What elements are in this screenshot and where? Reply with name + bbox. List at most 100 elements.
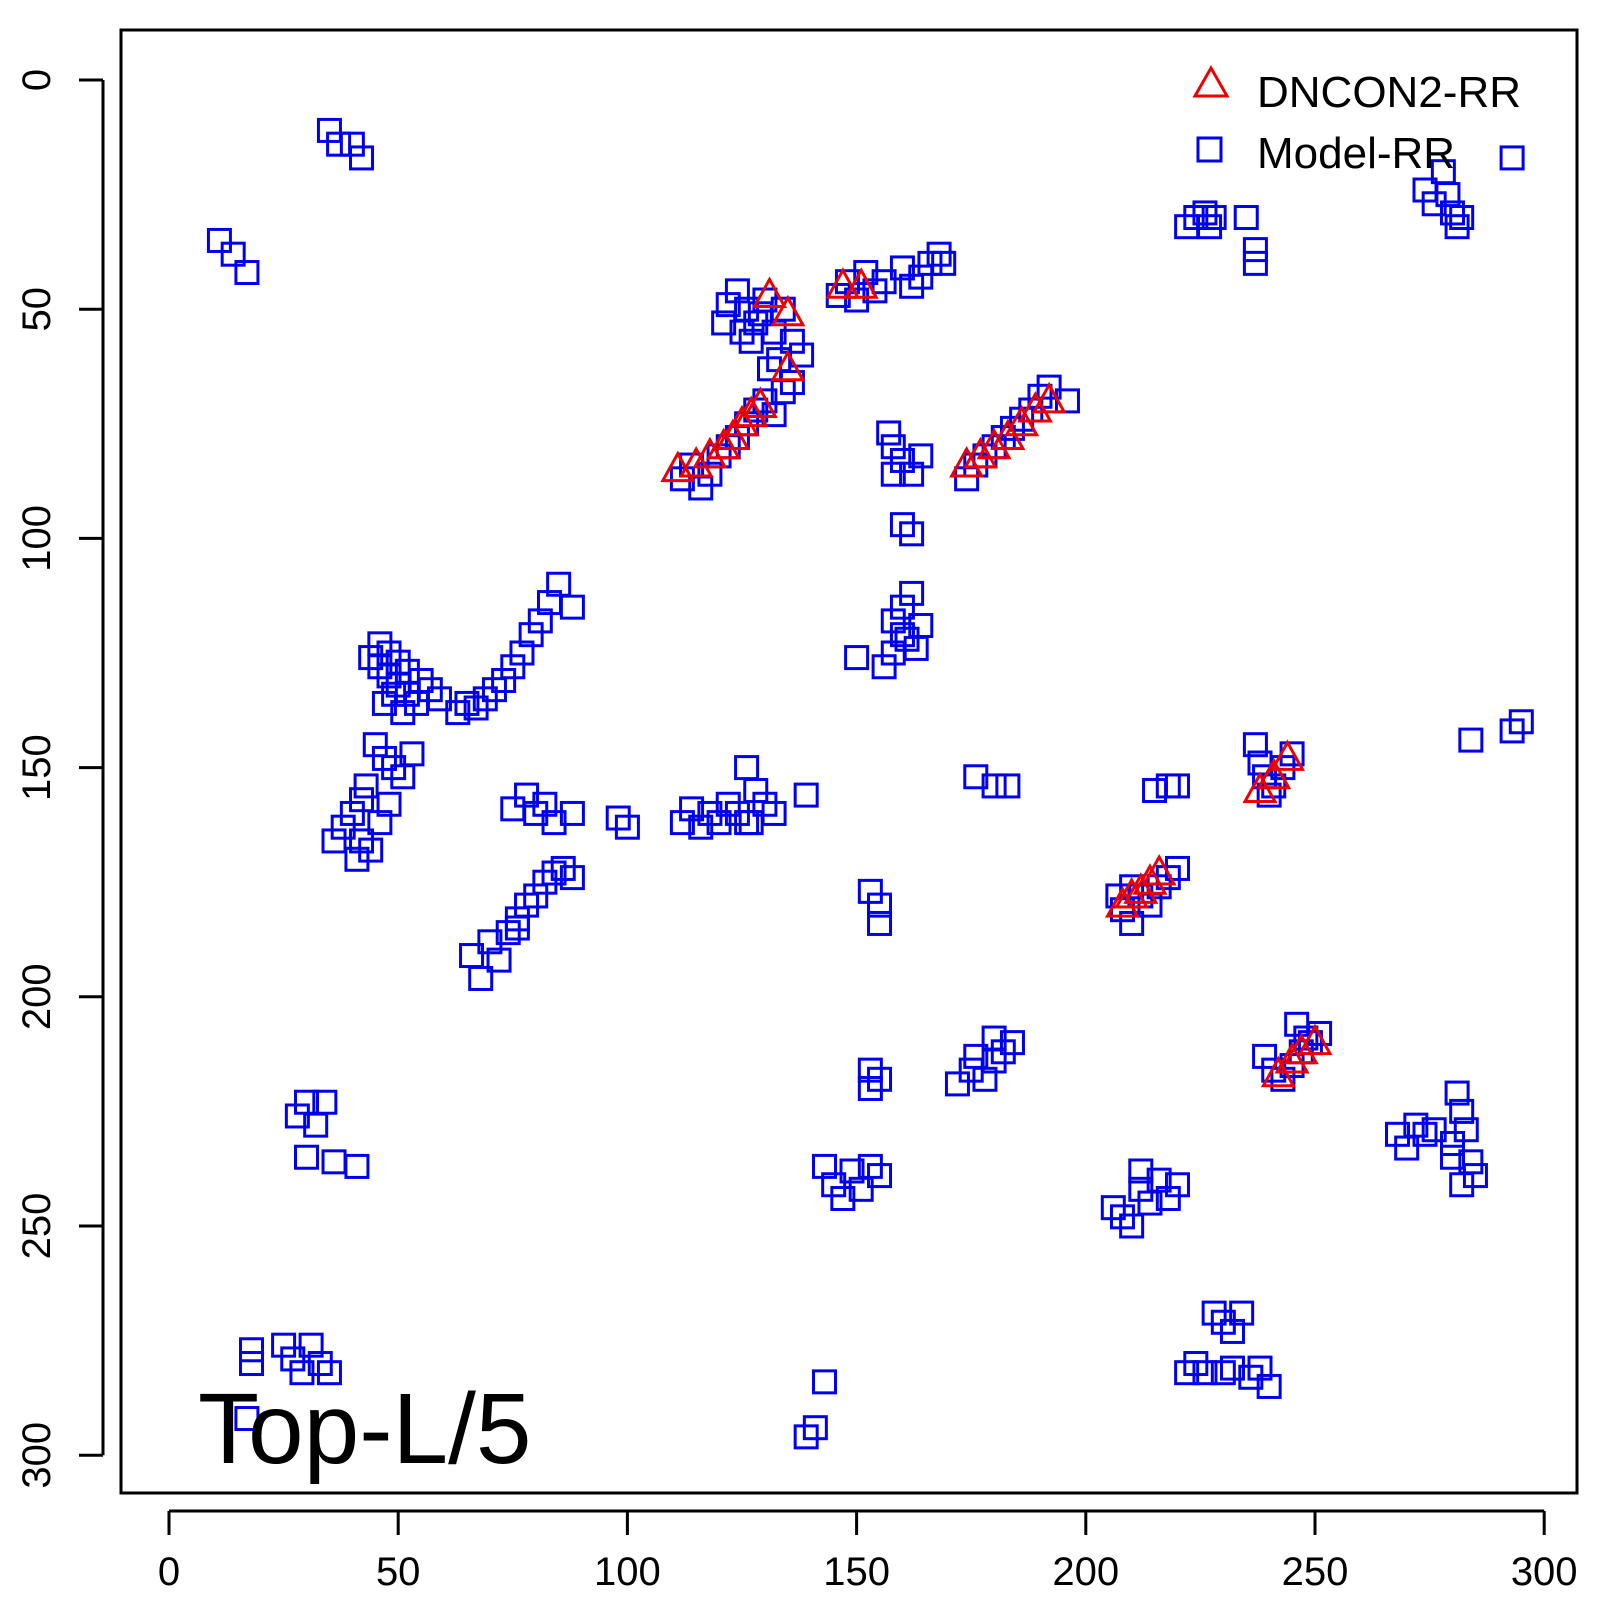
point-model-rr [541, 860, 567, 886]
point-model-rr [857, 878, 883, 904]
point-model-rr [963, 1043, 989, 1069]
point-model-rr [779, 370, 805, 396]
point-model-rr [862, 278, 888, 304]
point-model-rr [358, 837, 384, 863]
point-model-rr [289, 1360, 315, 1386]
x-tick-label: 100 [594, 1550, 661, 1594]
point-model-rr [1229, 1300, 1255, 1326]
point-model-rr [761, 800, 787, 826]
point-model-rr [926, 241, 952, 267]
axes: 0 50 100 150 200 250 300 0 50 100 150 200 250 300 [15, 69, 1578, 1594]
point-model-rr [889, 447, 915, 473]
point-model-rr [546, 571, 572, 597]
point-model-rr [697, 461, 723, 487]
point-dncon2-rr [976, 427, 1012, 460]
point-model-rr [844, 287, 870, 313]
point-dncon2-rr [742, 386, 778, 418]
point-model-rr [1164, 773, 1190, 799]
point-model-rr [1293, 1025, 1319, 1051]
point-model-rr [867, 892, 893, 918]
point-model-rr [1119, 874, 1145, 900]
point-model-rr [954, 466, 980, 492]
point-model-rr [1499, 718, 1525, 744]
point-dncon2-rr [770, 294, 806, 327]
point-model-rr [990, 1039, 1016, 1065]
point-model-rr [504, 906, 530, 932]
point-model-rr [532, 791, 558, 817]
point-dncon2-rr [825, 267, 861, 299]
point-model-rr [454, 690, 480, 716]
point-model-rr [812, 1369, 838, 1395]
point-dncon2-rr [1017, 390, 1053, 423]
point-model-rr [362, 732, 388, 758]
point-model-rr [715, 292, 741, 318]
point-model-rr [1449, 1098, 1475, 1124]
point-model-rr [559, 865, 585, 891]
point-model-rr [1242, 732, 1268, 758]
point-model-rr [1435, 182, 1461, 208]
point-model-rr [1197, 214, 1223, 240]
point-model-rr [999, 1030, 1025, 1056]
point-dncon2-rr [1274, 1041, 1310, 1074]
point-model-rr [477, 929, 503, 955]
point-model-rr [491, 668, 517, 694]
point-model-rr [234, 260, 260, 286]
point-model-rr [523, 800, 549, 826]
point-model-rr [738, 328, 764, 354]
point-model-rr [747, 301, 773, 327]
point-model-rr [426, 686, 452, 712]
point-model-rr [857, 1075, 883, 1101]
point-model-rr [417, 677, 443, 703]
legend: DNCON2-RR Model-RR [1192, 64, 1521, 178]
point-model-rr [917, 250, 943, 276]
point-model-rr [206, 227, 232, 253]
point-model-rr [876, 420, 902, 446]
point-dncon2-rr [770, 349, 806, 382]
point-model-rr [1412, 1121, 1438, 1147]
point-model-rr [908, 264, 934, 290]
point-model-rr [1256, 782, 1282, 808]
point-model-rr [899, 580, 925, 606]
point-model-rr [518, 622, 544, 648]
point-model-rr [344, 846, 370, 872]
legend-triangle-marker [1192, 64, 1230, 98]
point-model-rr [316, 117, 342, 143]
point-model-rr [1219, 1355, 1245, 1381]
point-model-rr [802, 1415, 828, 1441]
point-model-rr [1233, 205, 1259, 231]
point-model-rr [349, 145, 375, 171]
point-model-rr [880, 640, 906, 666]
point-model-rr [963, 764, 989, 790]
point-model-rr [1252, 1043, 1278, 1069]
point-model-rr [1462, 1163, 1488, 1189]
point-model-rr [559, 594, 585, 620]
point-model-rr [1210, 1309, 1236, 1335]
point-model-rr [271, 1332, 297, 1358]
point-model-rr [715, 791, 741, 817]
point-model-rr [376, 791, 402, 817]
point-dncon2-rr [1132, 863, 1168, 895]
y-tick-label: 250 [15, 1193, 59, 1260]
point-model-rr [486, 947, 512, 973]
point-model-rr [239, 1337, 265, 1363]
point-model-rr [944, 1071, 970, 1097]
point-model-rr [541, 810, 567, 836]
point-model-rr [1164, 1172, 1190, 1198]
point-model-rr [367, 810, 393, 836]
point-model-rr [390, 700, 416, 726]
point-model-rr [853, 260, 879, 286]
point-model-rr [381, 755, 407, 781]
point-model-rr [280, 1346, 306, 1372]
point-model-rr [316, 1360, 342, 1386]
point-model-rr [1100, 1195, 1126, 1221]
point-model-rr [844, 645, 870, 671]
point-model-rr [445, 700, 471, 726]
point-model-rr [1385, 1121, 1411, 1147]
point-model-rr [399, 741, 425, 767]
y-tick-label: 200 [15, 963, 59, 1030]
point-model-rr [339, 800, 365, 826]
point-model-rr [523, 883, 549, 909]
point-model-rr [880, 608, 906, 634]
point-model-rr [294, 1144, 320, 1170]
